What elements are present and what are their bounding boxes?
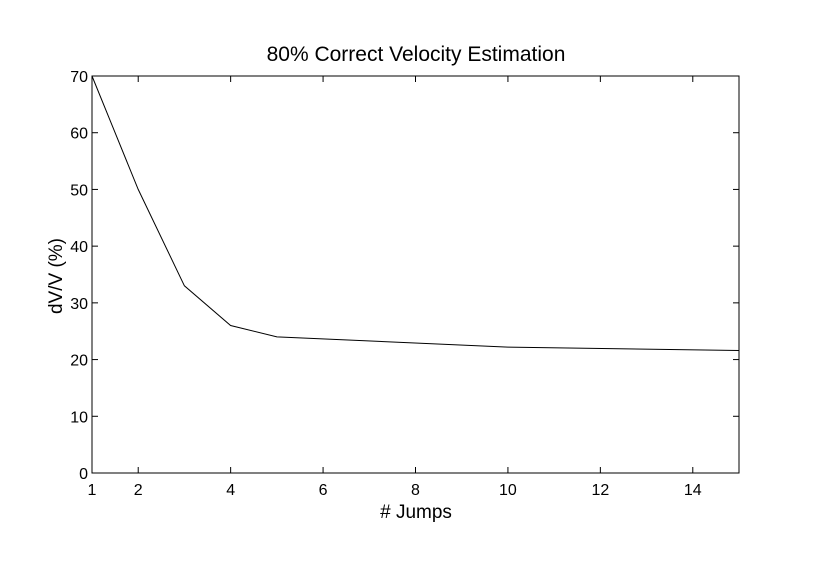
y-tick-label: 40 xyxy=(70,239,88,256)
y-tick-label: 60 xyxy=(70,126,88,143)
y-tick-label: 30 xyxy=(70,296,88,313)
y-axis-label: dV/V (%) xyxy=(46,238,67,314)
x-tick-label: 2 xyxy=(134,482,143,499)
x-tick-label: 1 xyxy=(88,482,97,499)
tick-marks xyxy=(91,75,739,474)
plot-frame xyxy=(91,75,740,474)
x-tick-label: 4 xyxy=(226,482,235,499)
x-axis-label: # Jumps xyxy=(380,502,452,523)
x-tick-label: 8 xyxy=(411,482,420,499)
series-layer xyxy=(91,75,740,351)
y-tick-label: 0 xyxy=(79,466,88,483)
axes xyxy=(91,75,740,474)
y-tick-label: 70 xyxy=(70,69,88,86)
x-tick-label: 6 xyxy=(319,482,328,499)
y-tick-label: 10 xyxy=(70,409,88,426)
y-tick-label: 50 xyxy=(70,182,88,199)
series-line xyxy=(91,75,740,351)
x-tick-label: 14 xyxy=(684,482,702,499)
x-tick-label: 10 xyxy=(499,482,517,499)
chart-title: 80% Correct Velocity Estimation xyxy=(267,43,566,66)
y-tick-label: 20 xyxy=(70,353,88,370)
x-tick-label: 12 xyxy=(591,482,609,499)
